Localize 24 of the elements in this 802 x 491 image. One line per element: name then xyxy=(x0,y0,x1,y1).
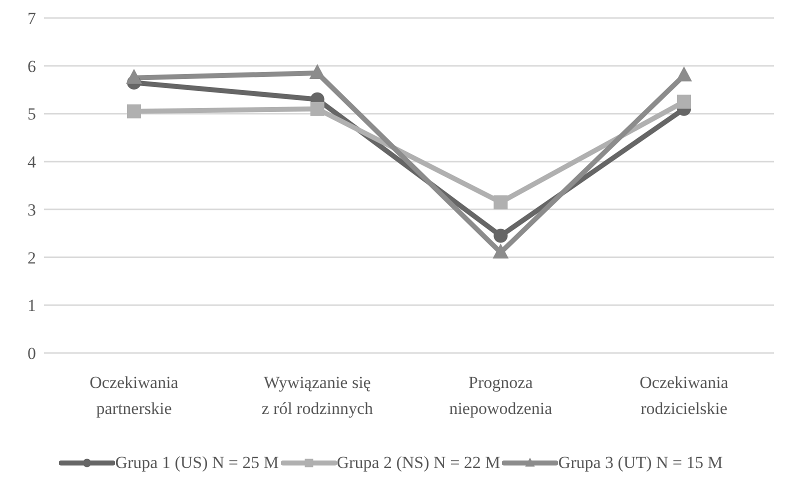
point xyxy=(492,244,509,258)
legend-label: Grupa 3 (UT) N = 15 M xyxy=(558,453,723,473)
x-tick-label: Oczekiwania rodzicielskie xyxy=(640,373,729,418)
y-tick-label: 4 xyxy=(28,152,36,172)
legend-label: Grupa 1 (US) N = 25 M xyxy=(115,453,279,473)
point xyxy=(126,68,142,84)
y-tick-label: 5 xyxy=(28,104,36,124)
point xyxy=(310,102,324,116)
point xyxy=(309,64,326,80)
legend-label: Grupa 2 (NS) N = 22 M xyxy=(336,453,500,473)
point xyxy=(127,104,141,118)
y-tick-label: 6 xyxy=(28,56,36,76)
y-tick-label: 0 xyxy=(28,344,36,364)
x-tick-label: Wywiązanie się z ról rodzinnych xyxy=(262,373,374,418)
y-tick-label: 7 xyxy=(28,9,36,28)
y-tick-label: 1 xyxy=(28,296,36,316)
x-tick-label: Oczekiwania partnerskie xyxy=(90,373,179,418)
point xyxy=(494,195,508,210)
y-tick-label: 3 xyxy=(28,200,36,220)
x-tick-label: Prognoza niepowodzenia xyxy=(449,373,553,418)
point xyxy=(677,94,691,109)
point xyxy=(494,228,508,243)
y-tick-label: 2 xyxy=(28,248,36,268)
point xyxy=(676,66,692,82)
